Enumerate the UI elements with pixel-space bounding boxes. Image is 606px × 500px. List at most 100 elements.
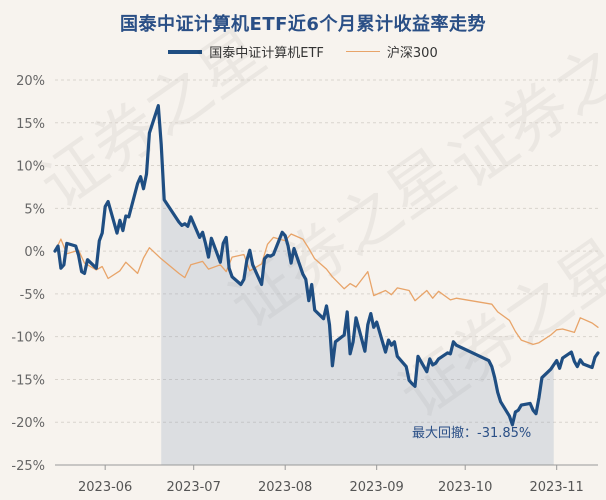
data-point-hs300[interactable] bbox=[146, 245, 152, 251]
data-point-etf[interactable] bbox=[120, 228, 126, 234]
data-point-etf[interactable] bbox=[208, 235, 214, 241]
data-point-hs300[interactable] bbox=[447, 297, 453, 303]
data-point-etf[interactable] bbox=[229, 274, 235, 280]
data-point-hs300[interactable] bbox=[265, 241, 271, 247]
data-point-hs300[interactable] bbox=[341, 286, 347, 292]
data-point-hs300[interactable] bbox=[306, 246, 312, 252]
data-point-etf[interactable] bbox=[453, 342, 459, 348]
data-point-hs300[interactable] bbox=[388, 292, 394, 298]
data-point-etf[interactable] bbox=[568, 349, 574, 355]
data-point-etf[interactable] bbox=[403, 364, 409, 370]
data-point-etf[interactable] bbox=[309, 282, 315, 288]
data-point-etf[interactable] bbox=[507, 413, 513, 419]
data-point-etf[interactable] bbox=[61, 262, 67, 268]
data-point-hs300[interactable] bbox=[589, 320, 595, 326]
data-point-etf[interactable] bbox=[371, 324, 377, 330]
data-point-hs300[interactable] bbox=[270, 234, 276, 240]
data-point-hs300[interactable] bbox=[347, 281, 353, 287]
data-point-hs300[interactable] bbox=[123, 259, 129, 265]
data-point-etf[interactable] bbox=[365, 322, 371, 328]
data-point-etf[interactable] bbox=[155, 103, 161, 109]
data-point-hs300[interactable] bbox=[453, 295, 459, 301]
data-point-etf[interactable] bbox=[220, 240, 226, 246]
data-point-etf[interactable] bbox=[197, 234, 203, 240]
data-point-etf[interactable] bbox=[223, 234, 229, 240]
data-point-hs300[interactable] bbox=[300, 236, 306, 242]
data-point-etf[interactable] bbox=[350, 339, 356, 345]
data-point-etf[interactable] bbox=[368, 311, 374, 317]
data-point-etf[interactable] bbox=[82, 270, 88, 276]
data-point-hs300[interactable] bbox=[353, 284, 359, 290]
data-point-etf[interactable] bbox=[270, 252, 276, 258]
data-point-etf[interactable] bbox=[241, 276, 247, 282]
data-point-hs300[interactable] bbox=[406, 288, 412, 294]
data-point-etf[interactable] bbox=[527, 400, 533, 406]
data-point-etf[interactable] bbox=[595, 350, 601, 356]
data-point-etf[interactable] bbox=[144, 171, 150, 177]
data-point-hs300[interactable] bbox=[141, 255, 147, 261]
data-point-etf[interactable] bbox=[158, 141, 164, 147]
data-point-hs300[interactable] bbox=[424, 288, 430, 294]
data-point-etf[interactable] bbox=[574, 364, 580, 370]
data-point-etf[interactable] bbox=[391, 339, 397, 345]
data-point-hs300[interactable] bbox=[571, 329, 577, 335]
data-point-hs300[interactable] bbox=[383, 288, 389, 294]
data-point-etf[interactable] bbox=[324, 303, 330, 309]
data-point-etf[interactable] bbox=[495, 389, 501, 395]
data-point-hs300[interactable] bbox=[507, 317, 513, 323]
data-point-etf[interactable] bbox=[344, 309, 350, 315]
data-point-etf[interactable] bbox=[327, 322, 333, 328]
data-point-etf[interactable] bbox=[447, 351, 453, 357]
data-point-etf[interactable] bbox=[515, 407, 521, 413]
data-point-etf[interactable] bbox=[135, 181, 141, 187]
data-point-hs300[interactable] bbox=[188, 262, 194, 268]
data-point-etf[interactable] bbox=[185, 223, 191, 229]
data-point-etf[interactable] bbox=[247, 247, 253, 253]
data-point-etf[interactable] bbox=[533, 411, 539, 417]
data-point-hs300[interactable] bbox=[365, 269, 371, 275]
data-point-etf[interactable] bbox=[554, 358, 560, 364]
data-point-etf[interactable] bbox=[341, 332, 347, 338]
data-point-etf[interactable] bbox=[312, 307, 318, 313]
data-point-hs300[interactable] bbox=[430, 295, 436, 301]
data-point-etf[interactable] bbox=[347, 351, 353, 357]
data-point-hs300[interactable] bbox=[560, 326, 566, 332]
data-point-etf[interactable] bbox=[291, 246, 297, 252]
data-point-hs300[interactable] bbox=[312, 256, 318, 262]
data-point-hs300[interactable] bbox=[577, 315, 583, 321]
data-point-hs300[interactable] bbox=[229, 254, 235, 260]
data-point-etf[interactable] bbox=[362, 348, 368, 354]
data-point-etf[interactable] bbox=[321, 316, 327, 322]
data-point-hs300[interactable] bbox=[371, 293, 377, 299]
data-point-etf[interactable] bbox=[424, 369, 430, 375]
data-point-hs300[interactable] bbox=[548, 332, 554, 338]
data-point-hs300[interactable] bbox=[412, 298, 418, 304]
data-point-hs300[interactable] bbox=[536, 340, 542, 346]
data-point-etf[interactable] bbox=[486, 358, 492, 364]
data-point-etf[interactable] bbox=[560, 355, 566, 361]
data-point-hs300[interactable] bbox=[512, 329, 518, 335]
data-point-etf[interactable] bbox=[489, 364, 495, 370]
data-point-etf[interactable] bbox=[244, 258, 250, 264]
data-point-etf[interactable] bbox=[200, 229, 206, 235]
data-point-etf[interactable] bbox=[259, 282, 265, 288]
data-point-hs300[interactable] bbox=[182, 275, 188, 281]
data-point-hs300[interactable] bbox=[135, 270, 141, 276]
data-point-etf[interactable] bbox=[332, 339, 338, 345]
data-point-etf[interactable] bbox=[188, 214, 194, 220]
data-point-hs300[interactable] bbox=[495, 309, 501, 315]
data-point-etf[interactable] bbox=[73, 243, 79, 249]
data-point-hs300[interactable] bbox=[99, 264, 105, 270]
data-point-etf[interactable] bbox=[427, 356, 433, 362]
data-point-etf[interactable] bbox=[282, 233, 288, 239]
data-point-etf[interactable] bbox=[96, 238, 102, 244]
data-point-hs300[interactable] bbox=[58, 236, 64, 242]
data-point-hs300[interactable] bbox=[329, 274, 335, 280]
data-point-etf[interactable] bbox=[557, 365, 563, 371]
data-point-etf[interactable] bbox=[203, 240, 209, 246]
data-point-etf[interactable] bbox=[498, 399, 504, 405]
data-point-etf[interactable] bbox=[285, 243, 291, 249]
data-point-etf[interactable] bbox=[374, 319, 380, 325]
data-point-etf[interactable] bbox=[85, 257, 91, 263]
data-point-etf[interactable] bbox=[412, 383, 418, 389]
